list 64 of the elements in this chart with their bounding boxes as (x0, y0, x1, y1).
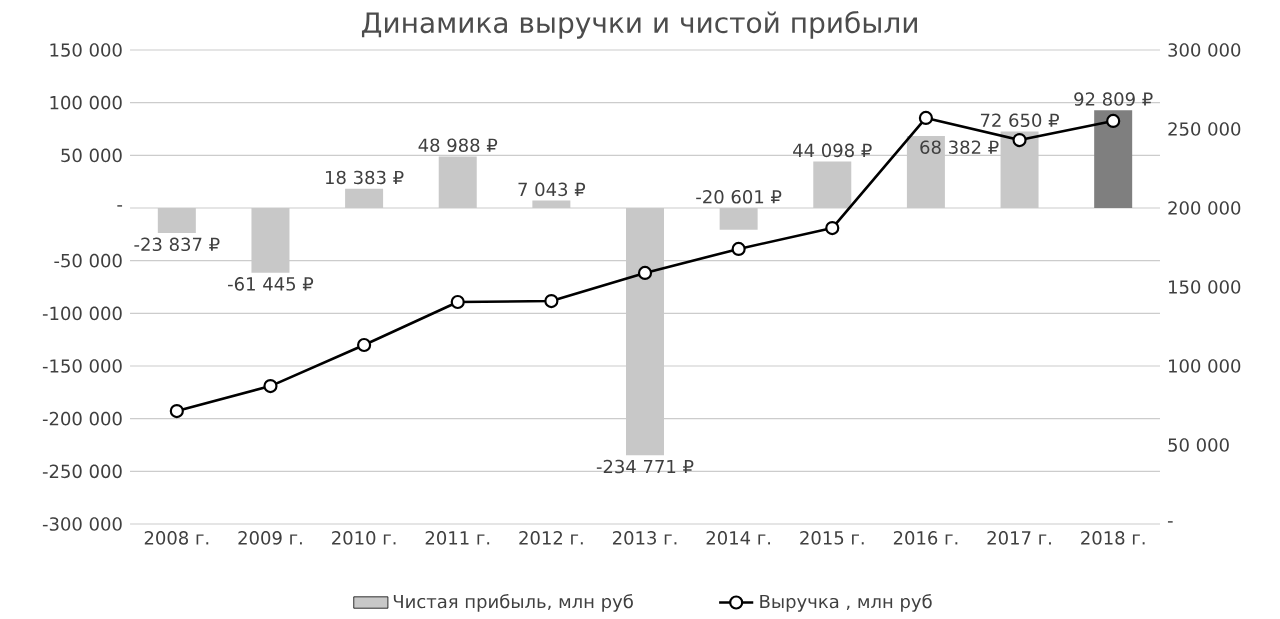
bar (1094, 110, 1133, 209)
data-label: 68 382 ₽ (920, 140, 999, 154)
data-label: 92 809 ₽ (1074, 92, 1153, 106)
point (825, 220, 840, 236)
y2-tick-label: 200 000 (1168, 201, 1241, 215)
bar (345, 188, 384, 209)
y-tick-label: -100 000 (42, 306, 122, 321)
y-tick-label: 50 000 (61, 148, 122, 163)
y-tick-label: -50 000 (54, 253, 122, 268)
y-tick-label: -250 000 (42, 464, 122, 479)
point (637, 265, 653, 281)
legend-label: Чистая прибыль, млн руб (393, 594, 633, 612)
x-tick-label: 2014 г. (706, 531, 771, 545)
legend-label: Выручка , млн руб (760, 594, 932, 612)
bar (813, 161, 852, 209)
data-label: 48 988 ₽ (418, 138, 498, 152)
y2-tick-label: 50 000 (1168, 438, 1229, 452)
data-label: -234 771 ₽ (596, 459, 694, 474)
x-tick-label: 2008 г. (144, 531, 209, 545)
x-tick-label: 2018 г. (1081, 531, 1145, 545)
x-tick-label: 2012 г. (519, 531, 583, 545)
point (263, 378, 278, 394)
point (731, 241, 746, 257)
y-tick-label: 150 000 (50, 43, 122, 57)
point (1012, 132, 1027, 148)
bar (719, 208, 758, 230)
y2-tick-label: 300 000 (1168, 43, 1241, 57)
y-tick-label: -150 000 (42, 359, 122, 373)
y2-tick-label: 250 000 (1168, 122, 1241, 136)
point (1106, 113, 1121, 129)
y2-tick-label: 100 000 (1169, 359, 1241, 373)
x-tick-label: 2011 г. (425, 531, 490, 545)
point (169, 403, 184, 419)
data-label: 44 098 ₽ (793, 143, 872, 158)
bar (1000, 131, 1039, 209)
bar (438, 156, 477, 209)
x-tick-label: 2017 г. (987, 531, 1051, 545)
point (544, 293, 559, 309)
data-label: -61 445 ₽ (228, 277, 314, 291)
bar (157, 208, 196, 234)
x-tick-label: 2015 г. (800, 531, 864, 545)
y-tick-label: - (117, 205, 123, 207)
point (918, 110, 934, 126)
chart-title: Динамика выручки и чистой прибыли (361, 11, 917, 39)
y2-tick-label: 150 000 (1169, 280, 1241, 294)
y2-tick-label: - (1167, 521, 1173, 523)
data-label: -20 601 ₽ (696, 189, 782, 204)
bar (251, 208, 290, 273)
bar (906, 135, 945, 209)
data-label: 7 043 ₽ (518, 182, 586, 197)
y-tick-label: -300 000 (42, 517, 122, 531)
data-label: 18 383 ₽ (326, 170, 404, 185)
data-label: -23 837 ₽ (134, 237, 220, 252)
bar (626, 208, 664, 456)
y-tick-label: 100 000 (50, 95, 122, 110)
x-tick-label: 2016 г. (893, 531, 958, 545)
bar (532, 200, 571, 209)
data-label: 72 650 ₽ (980, 113, 1059, 128)
point (357, 337, 372, 353)
x-tick-label: 2010 г. (332, 531, 396, 545)
x-tick-label: 2009 г. (238, 531, 302, 545)
x-tick-label: 2013 г. (612, 531, 677, 545)
y-tick-label: -200 000 (42, 411, 122, 426)
point (450, 294, 465, 310)
